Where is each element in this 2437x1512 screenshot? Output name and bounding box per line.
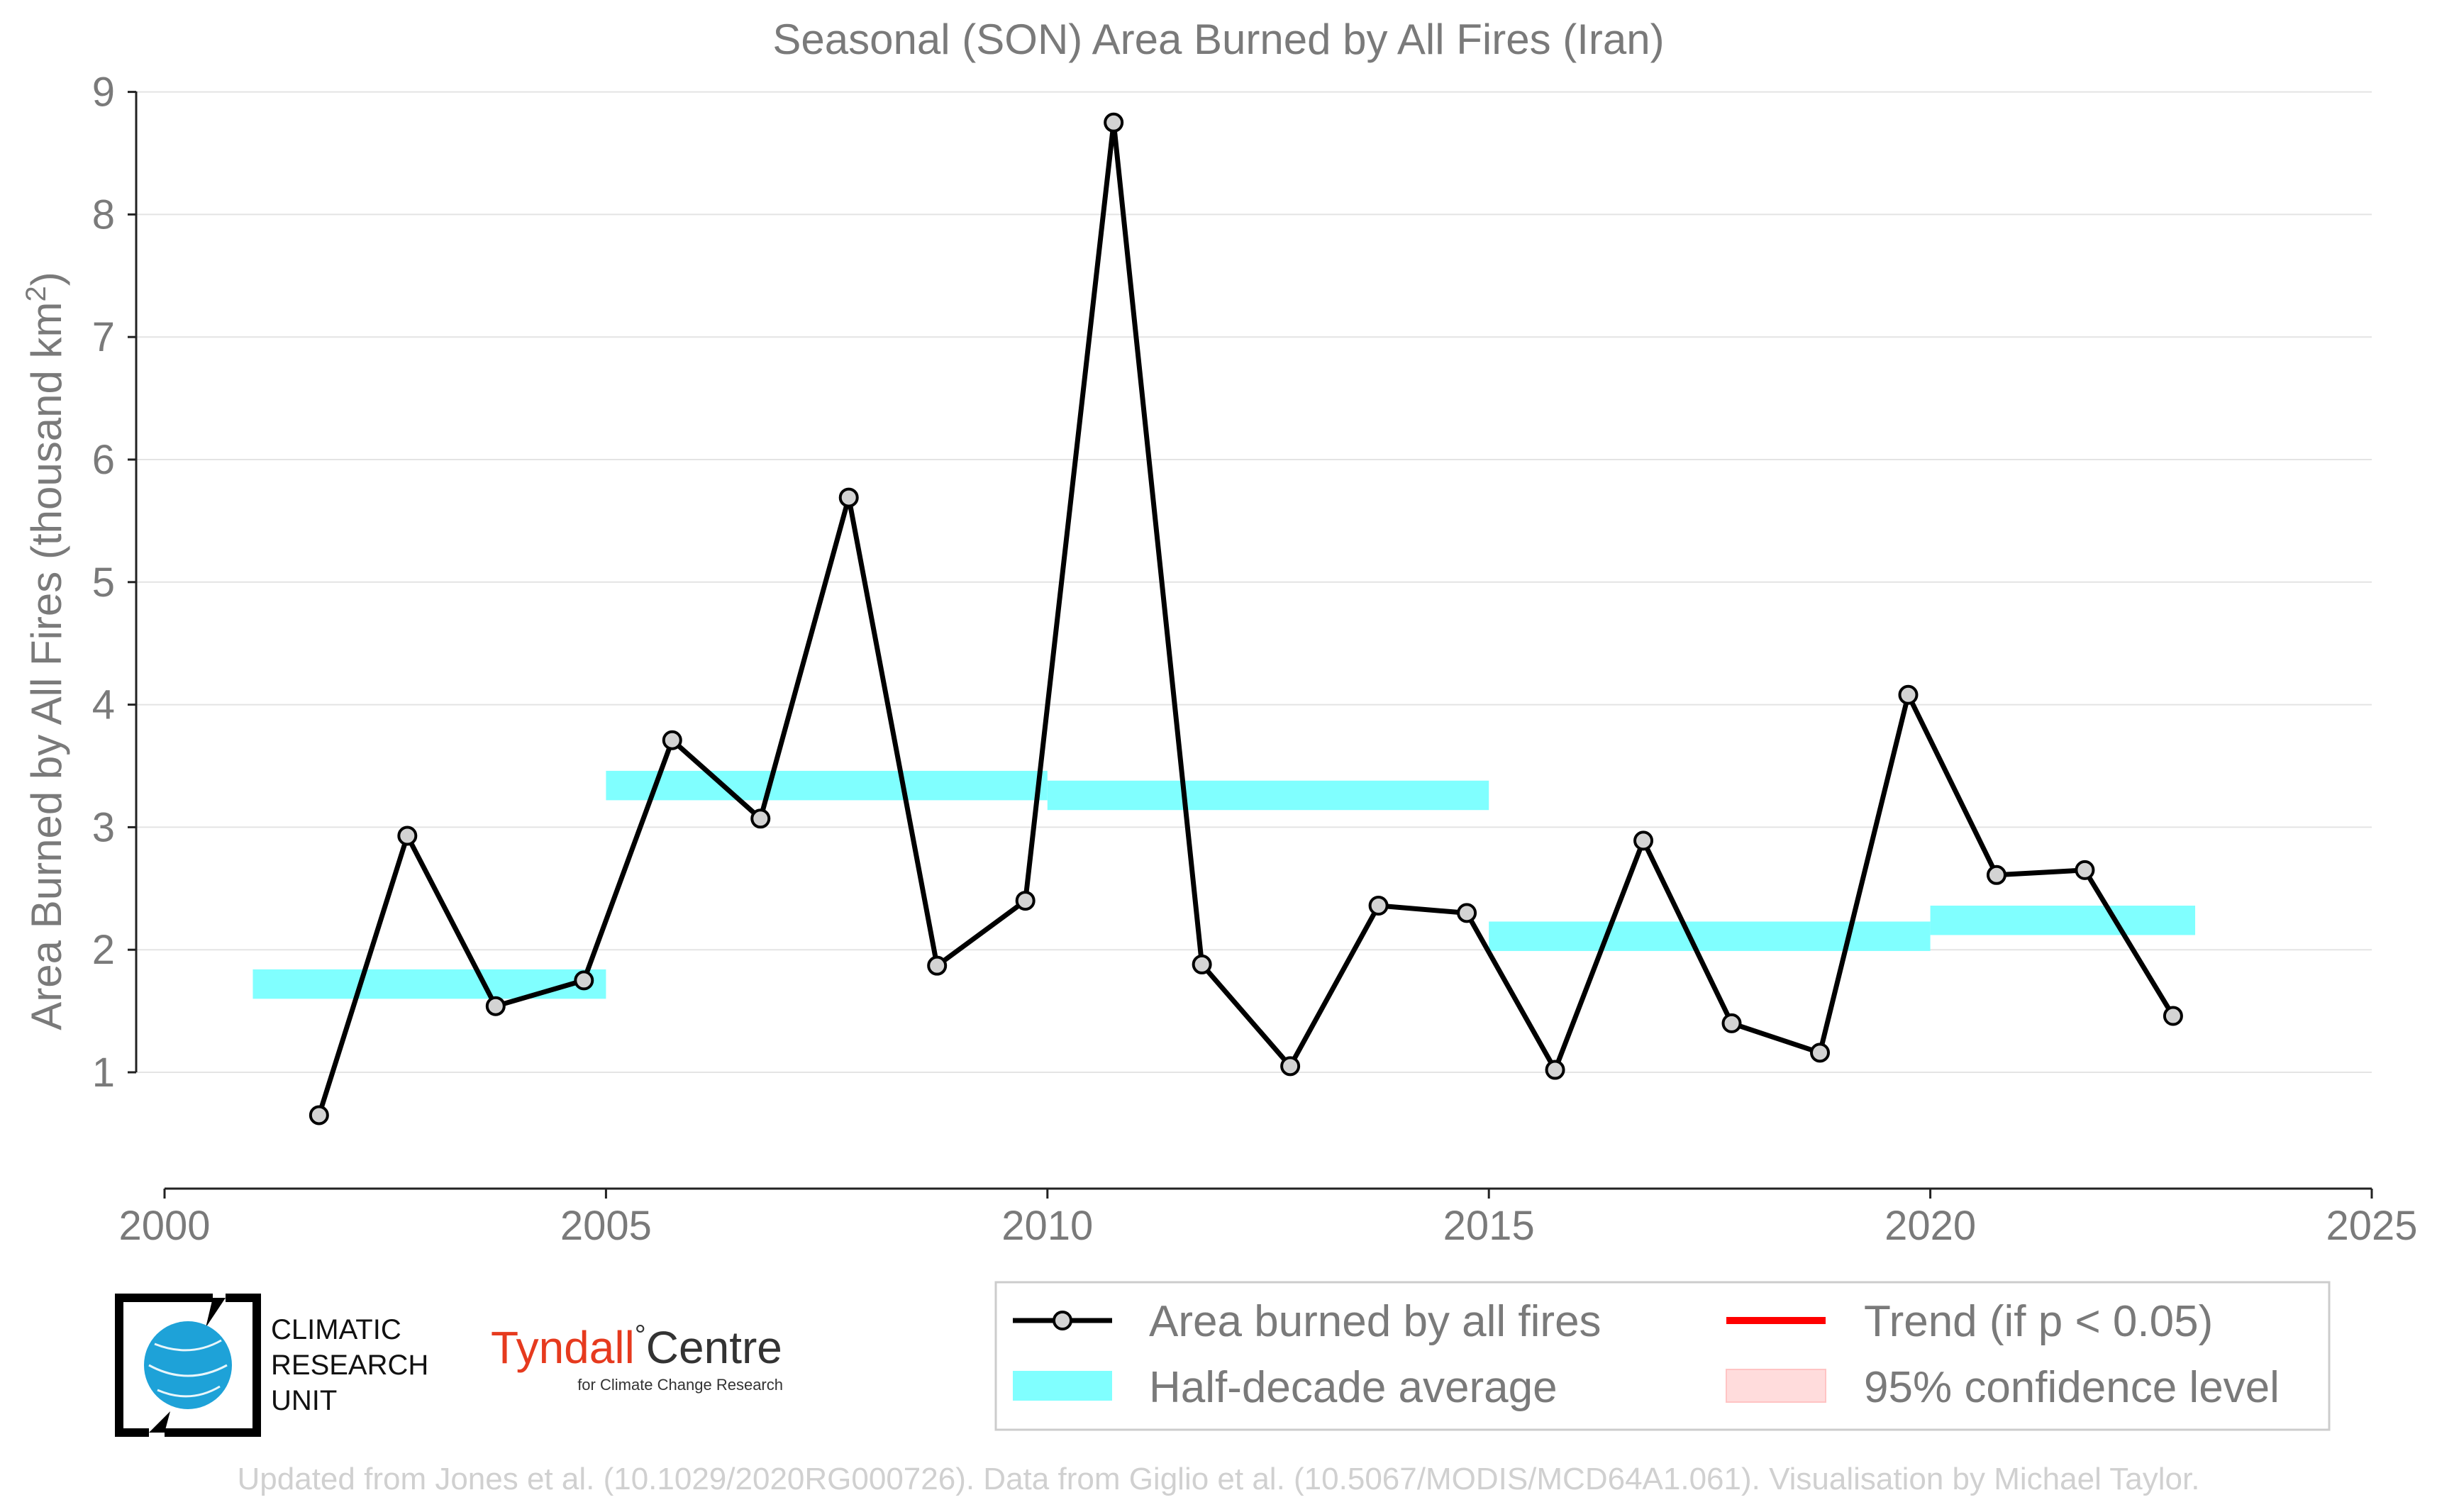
y-tick-label-5: 5 xyxy=(92,560,115,606)
y-tick-label-7: 7 xyxy=(92,314,115,360)
data-point-5 xyxy=(662,730,682,750)
tyndall-logo-subtitle: for Climate Change Research xyxy=(577,1376,783,1394)
data-point-1 xyxy=(309,1105,329,1125)
legend-label-confidence: 95% confidence level xyxy=(1864,1363,2280,1412)
data-point-13 xyxy=(1368,895,1389,916)
chart-title: Seasonal (SON) Area Burned by All Fires … xyxy=(772,16,1664,63)
half-decade-average-bar-5 xyxy=(1930,905,2196,935)
legend-box xyxy=(994,1281,2331,1431)
half-decade-average-bar-3 xyxy=(1047,780,1489,811)
data-point-22 xyxy=(2163,1006,2183,1026)
footer-credits: Updated from Jones et al. (10.1029/2020R… xyxy=(238,1462,2200,1496)
cru-logo-line-3: UNIT xyxy=(271,1385,337,1416)
data-point-4 xyxy=(574,970,594,991)
tyndall-logo: Tyndall°Centre for Climate Change Resear… xyxy=(491,1320,783,1394)
data-point-3 xyxy=(485,996,506,1016)
data-point-11 xyxy=(1192,954,1212,974)
cru-logo-line-2: RESEARCH xyxy=(271,1350,428,1381)
x-tick-label-2015: 2015 xyxy=(1443,1203,1535,1249)
half-decade-average-bar-2 xyxy=(606,770,1048,801)
data-point-14 xyxy=(1457,903,1477,923)
data-point-6 xyxy=(750,808,771,829)
tyndall-logo-text: Tyndall°Centre xyxy=(491,1320,782,1373)
data-point-19 xyxy=(1898,684,1919,705)
x-tick-label-2025: 2025 xyxy=(2326,1203,2417,1249)
legend: Area burned by all fires Trend (if p < 0… xyxy=(994,1281,2331,1431)
data-point-15 xyxy=(1545,1060,1565,1080)
legend-swatch-confidence xyxy=(1726,1369,1826,1403)
data-point-10 xyxy=(1104,112,1124,133)
legend-swatch-half-decade xyxy=(1013,1371,1112,1401)
data-point-18 xyxy=(1810,1043,1830,1063)
y-tick-label-9: 9 xyxy=(92,70,115,116)
cru-logo: CLIMATIC RESEARCH UNIT xyxy=(115,1294,428,1437)
x-ticks: 2000 2005 2010 2015 2020 2025 xyxy=(118,1189,2418,1249)
y-tick-label-8: 8 xyxy=(92,191,115,238)
y-axis-label: Area Burned by All Fires (thousand km2) xyxy=(21,272,70,1030)
series-line-area-burned xyxy=(316,120,2175,1116)
half-decade-average-bar-4 xyxy=(1489,921,1931,951)
half-decade-average-bands xyxy=(252,770,2196,999)
x-tick-label-2010: 2010 xyxy=(1001,1203,1093,1249)
x-tick-label-2000: 2000 xyxy=(118,1203,210,1249)
legend-label-half-decade: Half-decade average xyxy=(1149,1363,1558,1412)
data-point-2 xyxy=(397,826,418,846)
data-point-17 xyxy=(1721,1013,1742,1033)
y-tick-label-6: 6 xyxy=(92,437,115,483)
x-tick-label-2020: 2020 xyxy=(1884,1203,1976,1249)
globe-icon xyxy=(144,1321,232,1409)
legend-label-trend: Trend (if p < 0.05) xyxy=(1864,1297,2213,1346)
data-point-12 xyxy=(1280,1056,1301,1077)
data-point-16 xyxy=(1633,830,1654,851)
legend-marker-area-burned xyxy=(1053,1311,1072,1330)
series-points xyxy=(309,112,2183,1125)
gridlines xyxy=(136,91,2372,1073)
data-point-21 xyxy=(2075,860,2095,880)
data-point-8 xyxy=(927,955,948,976)
y-ticks: 1 2 3 4 5 6 7 8 9 xyxy=(92,70,136,1096)
y-tick-label-1: 1 xyxy=(92,1050,115,1096)
x-tick-label-2005: 2005 xyxy=(560,1203,652,1249)
data-point-7 xyxy=(838,487,859,508)
legend-label-area-burned: Area burned by all fires xyxy=(1149,1297,1601,1346)
half-decade-average-bar-1 xyxy=(252,969,606,999)
y-tick-label-3: 3 xyxy=(92,804,115,850)
y-tick-label-2: 2 xyxy=(92,927,115,973)
y-tick-label-4: 4 xyxy=(92,682,115,728)
cru-logo-line-1: CLIMATIC xyxy=(271,1314,401,1345)
data-point-20 xyxy=(1986,865,2006,885)
data-point-9 xyxy=(1015,891,1036,911)
